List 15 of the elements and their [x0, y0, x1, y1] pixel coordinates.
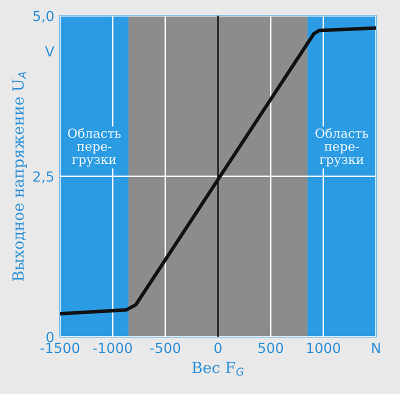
band-label: Область пере- грузки: [68, 128, 121, 167]
y-tick-label: 0: [46, 332, 54, 342]
x-tick-label: 1000: [307, 342, 340, 354]
x-tick-label: -1500: [40, 342, 80, 354]
x-tick-label: N: [372, 342, 380, 353]
y-axis-title: Выходное напряжение U$_{A}$: [12, 72, 27, 281]
x-tick-label: 500: [258, 342, 283, 354]
y-tick-label: 5,0: [33, 10, 54, 23]
band-label: Область пере- грузки: [316, 128, 368, 167]
x-tick-label: 0: [214, 342, 222, 354]
x-tick-label: -1000: [93, 342, 132, 354]
y-tick-label: 2,5: [33, 171, 54, 184]
x-tick-label: -500: [150, 342, 180, 354]
x-axis-title: Вес F$_{G}$: [192, 362, 244, 376]
y-tick-label: V: [45, 46, 54, 56]
